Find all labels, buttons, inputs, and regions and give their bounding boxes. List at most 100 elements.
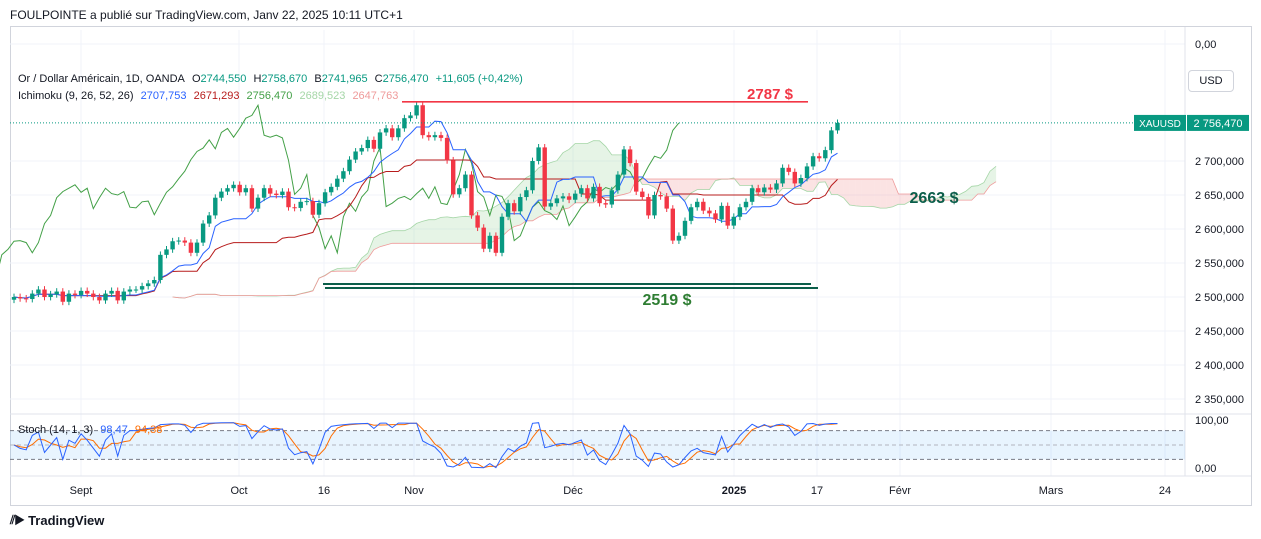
candle-body [200, 223, 206, 243]
candle-body [310, 201, 316, 215]
cloud-segment [861, 179, 868, 207]
support-level-label: 2519 $ [643, 292, 692, 309]
chikou-span-line [0, 103, 680, 265]
candle-body [646, 197, 651, 216]
senkou-span-b-line [172, 178, 997, 299]
x-tick-label: Mars [1039, 485, 1064, 497]
candle-body [30, 293, 35, 300]
x-tick-label: Sept [70, 485, 93, 497]
x-tick-label: Nov [404, 485, 424, 497]
candle-body [304, 201, 309, 203]
candle-body [817, 156, 822, 159]
candle-body [829, 130, 834, 151]
candle-body [749, 188, 755, 202]
candle-body [505, 203, 511, 217]
stoch-d-line [13, 422, 838, 469]
y-tick-label: 2 600,000 [1195, 224, 1244, 236]
cloud-segment [453, 216, 460, 244]
currency-button[interactable]: USD [1188, 70, 1234, 92]
candle-body [280, 191, 285, 195]
cloud-segment [447, 216, 454, 244]
legend-senkou-a-value: 2689,523 [299, 90, 346, 102]
candle-body [139, 286, 145, 290]
candle-body [396, 128, 401, 138]
cloud-segment [874, 179, 881, 209]
cloud-segment [880, 179, 887, 209]
candle-body [615, 174, 621, 191]
x-tick-label: Déc [563, 485, 583, 497]
cloud-segment [660, 179, 667, 197]
candle-body [158, 254, 163, 280]
candle-body [627, 149, 633, 164]
candle-body [762, 187, 767, 193]
cloud-segment [898, 193, 905, 205]
candle-body [371, 139, 377, 149]
candle-body [237, 184, 242, 193]
candle-body [420, 105, 425, 136]
legend-high-label: H [253, 73, 262, 85]
candle-body [554, 198, 560, 204]
candle-body [798, 178, 804, 184]
legend-stoch-row: Stoch (14, 1, 3) 98,47 94,38 [18, 424, 166, 436]
candle-body [194, 242, 200, 253]
legend-chikou-value: 2756,470 [246, 90, 293, 102]
candle-body [243, 188, 248, 193]
candle-body [60, 291, 65, 302]
candle-body [780, 167, 785, 184]
candle-body [499, 216, 505, 253]
candle-body [341, 171, 346, 179]
footer-brand: TradingView [28, 513, 105, 528]
candle-body [438, 135, 444, 138]
candle-body [36, 289, 41, 294]
legend-ichimoku-row: Ichimoku (9, 26, 52, 26) 2707,753 2671,2… [18, 90, 402, 102]
price-badge [1187, 114, 1249, 131]
candle-body [621, 149, 627, 175]
cloud-segment [813, 179, 820, 192]
cloud-segment [581, 143, 588, 203]
legend-senkou-b-value: 2647,763 [352, 90, 399, 102]
candle-body [823, 150, 828, 159]
cloud-segment [959, 191, 966, 201]
cloud-segment [343, 268, 350, 272]
candle-body [164, 249, 169, 255]
cloud-segment [434, 217, 441, 244]
y-tick-label: 2 500,000 [1195, 292, 1244, 304]
candle-body [835, 122, 840, 131]
cloud-segment [459, 216, 466, 244]
candle-body [347, 159, 352, 172]
candle-body [469, 174, 474, 216]
candle-body [597, 186, 602, 204]
candle-body [316, 203, 322, 215]
candle-body [255, 197, 261, 209]
stoch-k-line [13, 422, 838, 469]
cloud-segment [855, 179, 862, 207]
legend-symbol-row: Or / Dollar Américain, 1D, OANDA O2744,5… [18, 73, 527, 85]
candle-body [536, 147, 541, 161]
chart-frame[interactable] [10, 26, 1252, 506]
mid-level-label: 2663 $ [910, 190, 959, 207]
candle-body [695, 201, 700, 208]
y-tick-label: 0,00 [1195, 39, 1216, 51]
candle-body [213, 197, 218, 216]
x-tick-label: 17 [811, 485, 823, 497]
candle-body [91, 293, 96, 297]
candle-body [286, 191, 291, 208]
candle-body [634, 163, 639, 192]
candle-body [383, 128, 389, 133]
candle-body [768, 187, 773, 190]
candle-body [743, 201, 749, 208]
stoch-tick-label: 0,00 [1195, 463, 1216, 475]
candle-body [377, 132, 383, 149]
candle-body [414, 105, 419, 116]
cloud-segment [886, 179, 893, 209]
cloud-segment [672, 179, 679, 197]
candle-body [219, 191, 224, 198]
legend-open-value: 2744,550 [200, 73, 247, 85]
cloud-segment [953, 194, 960, 201]
candle-body [664, 196, 669, 209]
candle-body [17, 297, 23, 299]
cloud-segment [837, 179, 844, 198]
price-badge-text: 2 756,470 [1194, 118, 1243, 130]
candle-body [103, 293, 108, 301]
